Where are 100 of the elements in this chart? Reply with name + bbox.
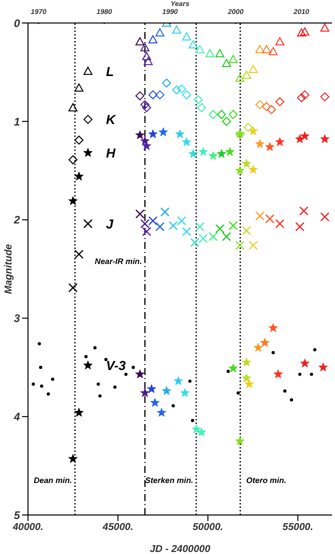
- point: [158, 127, 168, 136]
- point: [228, 54, 238, 64]
- point: [148, 216, 158, 226]
- point: [174, 376, 183, 386]
- x-tick-label: 45000.: [102, 522, 134, 534]
- point: [225, 147, 234, 156]
- point: [290, 398, 294, 402]
- point: [208, 110, 218, 120]
- point: [217, 110, 226, 120]
- point: [188, 40, 198, 48]
- point: [248, 164, 258, 174]
- y-axis-title: Magnitude: [4, 244, 15, 294]
- point: [228, 364, 238, 372]
- point: [260, 338, 270, 347]
- point: [93, 346, 97, 350]
- point: [205, 49, 214, 58]
- point: [222, 58, 232, 68]
- point: [267, 105, 276, 114]
- point: [160, 207, 170, 217]
- series-label: J: [106, 216, 114, 232]
- point: [255, 45, 264, 54]
- series-label: L: [106, 64, 114, 79]
- y-tick-label: 5: [14, 510, 21, 522]
- point: [235, 166, 244, 175]
- point: [197, 103, 206, 112]
- point: [40, 384, 44, 388]
- point: [148, 129, 158, 138]
- point: [195, 222, 204, 232]
- point: [244, 122, 253, 132]
- point: [272, 351, 275, 354]
- point: [255, 100, 264, 110]
- point: [275, 137, 284, 146]
- y-tick-label: 0: [14, 18, 21, 30]
- y-tick-label: 1: [14, 116, 20, 128]
- point: [32, 382, 35, 386]
- point: [172, 85, 182, 94]
- point: [275, 37, 284, 46]
- point: [226, 370, 230, 373]
- x-tick-label: 55000.: [282, 522, 314, 534]
- point: [124, 372, 128, 376]
- point: [142, 227, 152, 236]
- point: [98, 394, 102, 398]
- point: [190, 238, 200, 248]
- point: [228, 221, 238, 230]
- point: [140, 388, 150, 397]
- point: [274, 369, 283, 378]
- point: [208, 232, 218, 242]
- point: [262, 102, 272, 112]
- point: [74, 408, 84, 417]
- point: [268, 323, 278, 332]
- series-label: H: [106, 146, 116, 161]
- point: [146, 384, 156, 394]
- point: [155, 222, 165, 232]
- y-tick-label: 2: [12, 214, 20, 227]
- point: [182, 90, 192, 100]
- point: [215, 224, 224, 234]
- point: [208, 150, 218, 160]
- x-axis-title: JD - 2400000: [150, 544, 211, 554]
- point: [113, 385, 117, 389]
- point: [313, 348, 316, 352]
- point: [176, 216, 186, 226]
- point: [265, 214, 274, 224]
- point: [180, 388, 190, 397]
- point: [242, 70, 252, 79]
- point: [140, 100, 150, 110]
- point: [236, 391, 240, 395]
- point: [182, 227, 192, 236]
- point: [140, 219, 150, 228]
- point: [155, 28, 164, 37]
- point: [155, 90, 164, 100]
- point: [132, 366, 135, 369]
- point: [162, 386, 172, 395]
- point: [228, 110, 238, 120]
- point: [188, 149, 198, 158]
- ref-line-label: Dean min.: [34, 476, 72, 486]
- point: [283, 389, 286, 393]
- point: [142, 141, 152, 150]
- point: [242, 358, 252, 366]
- point: [156, 408, 166, 417]
- point: [144, 56, 153, 66]
- point: [38, 342, 41, 346]
- point: [244, 379, 254, 388]
- point: [195, 45, 204, 54]
- point: [150, 398, 160, 407]
- point: [51, 378, 54, 381]
- y-tick-label: 3: [14, 313, 20, 326]
- point: [83, 360, 93, 370]
- point: [142, 103, 152, 112]
- point: [262, 45, 272, 54]
- point: [275, 219, 284, 228]
- point: [148, 90, 158, 100]
- point: [182, 32, 192, 40]
- point: [148, 35, 158, 44]
- point: [39, 366, 42, 369]
- point: [190, 418, 194, 422]
- point: [96, 382, 100, 386]
- point: [248, 64, 258, 73]
- point: [310, 372, 314, 376]
- point: [242, 226, 252, 236]
- x-tick-label: 40000.: [12, 522, 44, 534]
